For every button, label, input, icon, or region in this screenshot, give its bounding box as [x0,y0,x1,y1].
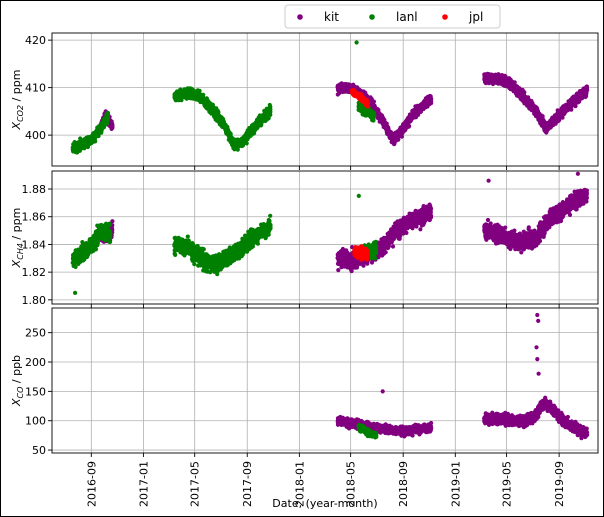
outlier-point-lanl [354,40,359,45]
data-point-kit [512,80,517,85]
data-point-kit [585,88,590,93]
data-point-kit [371,99,376,104]
y-axis-label-unit: / ppm [10,70,23,105]
data-point-kit [560,115,565,120]
data-point-kit [399,134,404,139]
data-point-lanl [105,115,111,121]
data-point-jpl [365,102,370,107]
y-tick-label: 410 [25,82,46,95]
data-point-kit [517,86,522,91]
data-point-kit [382,117,387,122]
data-point-kit [569,107,574,112]
data-point-lanl [93,139,98,144]
data-point-kit [110,125,115,130]
data-point-lanl [105,110,110,115]
y-tick-label: 420 [25,34,46,47]
data-point-lanl [372,114,377,119]
data-point-lanl [197,88,202,93]
data-point-kit [407,124,412,129]
data-point-kit [336,268,341,273]
data-point-lanl [244,141,249,146]
y-axis-label-subscript: CO2 [16,105,25,122]
data-point-kit [540,114,545,119]
data-points [70,40,590,155]
y-tick-label: 400 [25,129,46,142]
data-point-kit [396,137,401,142]
data-point-lanl [268,109,273,115]
data-point-kit [429,99,434,104]
data-point-kit [522,90,527,95]
